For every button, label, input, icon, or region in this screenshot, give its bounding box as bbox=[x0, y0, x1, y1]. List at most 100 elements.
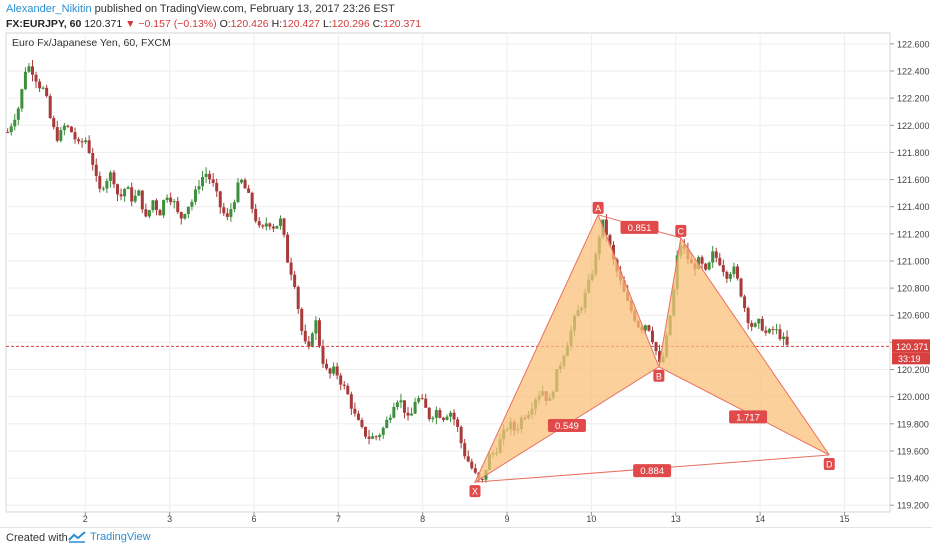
candle-body bbox=[732, 266, 736, 275]
y-tick-label: 122.000 bbox=[897, 121, 930, 131]
publish-line: Alexander_Nikitin published on TradingVi… bbox=[6, 2, 421, 17]
candle-body bbox=[374, 436, 378, 438]
candle-body bbox=[753, 323, 757, 327]
price-chart[interactable]: 0.851 0.549 1.717 0.884 X A B C D 119.200 119.400… bbox=[0, 0, 932, 527]
pattern-triangle-xab bbox=[473, 213, 660, 484]
candle-body bbox=[774, 329, 778, 331]
candle-body bbox=[172, 201, 176, 203]
candle-body bbox=[84, 140, 88, 143]
candle-body bbox=[767, 329, 771, 333]
candle-body bbox=[264, 223, 268, 227]
footer-bar: Created with TradingView bbox=[0, 527, 932, 551]
candle-body bbox=[133, 195, 137, 202]
candle-body bbox=[116, 184, 120, 195]
candle-body bbox=[307, 341, 311, 347]
author-link[interactable]: Alexander_Nikitin bbox=[6, 3, 92, 15]
candle-body bbox=[643, 325, 647, 331]
candle-body bbox=[225, 213, 229, 217]
candle-body bbox=[98, 175, 102, 189]
candle-body bbox=[94, 164, 98, 176]
candle-body bbox=[431, 417, 435, 420]
candle-body bbox=[325, 363, 329, 369]
candle-body bbox=[243, 179, 247, 189]
candle-body bbox=[108, 172, 112, 181]
price-axis[interactable]: 119.200 119.400 119.600 119.800 120.000 120.2… bbox=[890, 39, 930, 511]
candle-body bbox=[473, 468, 477, 473]
candle-body bbox=[743, 296, 747, 309]
y-tick-label: 121.600 bbox=[897, 175, 930, 185]
harmonic-pattern[interactable]: 0.851 0.549 1.717 0.884 X A B C D bbox=[469, 201, 835, 498]
candle-body bbox=[126, 187, 130, 190]
tradingview-logo[interactable]: TradingView bbox=[68, 531, 151, 543]
tradingview-brand-label: TradingView bbox=[90, 531, 151, 543]
candle-body bbox=[378, 434, 382, 438]
open-label: O: bbox=[219, 18, 231, 30]
x-tick-label: 14 bbox=[755, 514, 765, 524]
ratio-label-bd-bg bbox=[729, 410, 768, 424]
x-tick-label: 8 bbox=[420, 514, 425, 524]
candle-body bbox=[165, 197, 169, 201]
point-label-a: A bbox=[595, 203, 601, 213]
ratio-label-bd: 1.717 bbox=[736, 412, 760, 423]
candle-body bbox=[750, 323, 754, 327]
y-tick-label: 121.000 bbox=[897, 256, 930, 266]
y-tick-label: 120.600 bbox=[897, 311, 930, 321]
candle-body bbox=[335, 366, 339, 376]
price-change: −0.157 (−0.13%) bbox=[138, 18, 217, 30]
candle-body bbox=[77, 139, 81, 142]
candle-body bbox=[278, 218, 282, 226]
ratio-label-xb: 0.549 bbox=[555, 421, 579, 432]
candle-body bbox=[112, 172, 116, 185]
symbol-label[interactable]: FX:EURJPY, 60 bbox=[6, 18, 82, 30]
candle-body bbox=[399, 400, 403, 403]
candle-body bbox=[218, 191, 222, 208]
candle-body bbox=[310, 333, 314, 347]
candle-body bbox=[271, 226, 275, 229]
candle-body bbox=[62, 125, 66, 131]
candle-body bbox=[20, 89, 24, 109]
candle-body bbox=[417, 398, 421, 402]
candle-body bbox=[300, 308, 304, 331]
candle-body bbox=[87, 140, 91, 154]
x-tick-label: 7 bbox=[336, 514, 341, 524]
candle-body bbox=[147, 210, 151, 217]
candle-body bbox=[289, 262, 293, 275]
candle-body bbox=[402, 400, 406, 413]
candle-body bbox=[434, 410, 438, 418]
y-tick-label: 122.200 bbox=[897, 94, 930, 104]
plot-frame bbox=[5, 32, 891, 513]
candle-body bbox=[346, 385, 350, 395]
candle-body bbox=[45, 87, 49, 97]
point-label-bg-a bbox=[592, 201, 604, 214]
candle-body bbox=[700, 257, 704, 264]
ratio-label-xb-bg bbox=[547, 418, 586, 432]
candle-body bbox=[275, 225, 279, 229]
candle-body bbox=[186, 206, 190, 215]
candle-body bbox=[463, 443, 467, 457]
time-axis[interactable]: 2 3 6 7 8 9 10 13 14 15 bbox=[83, 512, 850, 524]
candle-body bbox=[364, 426, 368, 437]
candle-body bbox=[41, 87, 45, 89]
candle-body bbox=[721, 265, 725, 272]
open-value: 120.426 bbox=[230, 18, 269, 30]
candle-body bbox=[353, 408, 357, 414]
candle-body bbox=[282, 218, 286, 235]
published-text: published on TradingView.com, February 1… bbox=[94, 3, 395, 15]
candle-body bbox=[268, 223, 272, 227]
ratio-label-xd-bg bbox=[633, 464, 672, 478]
candle-body bbox=[321, 345, 325, 364]
chart-header: Alexander_Nikitin published on TradingVi… bbox=[6, 2, 421, 32]
last-price: 120.371 bbox=[84, 18, 123, 30]
candle-body bbox=[718, 257, 722, 266]
candle-body bbox=[466, 456, 470, 462]
y-tick-label: 119.400 bbox=[897, 474, 929, 484]
y-tick-label: 120.200 bbox=[897, 365, 930, 375]
candle-body bbox=[229, 209, 233, 217]
x-tick-label: 6 bbox=[251, 514, 256, 524]
candle-body bbox=[650, 330, 654, 343]
candle-body bbox=[38, 81, 42, 89]
candle-body bbox=[328, 368, 332, 374]
candle-body bbox=[34, 74, 38, 82]
candle-body bbox=[445, 416, 449, 420]
candle-body bbox=[739, 278, 743, 297]
